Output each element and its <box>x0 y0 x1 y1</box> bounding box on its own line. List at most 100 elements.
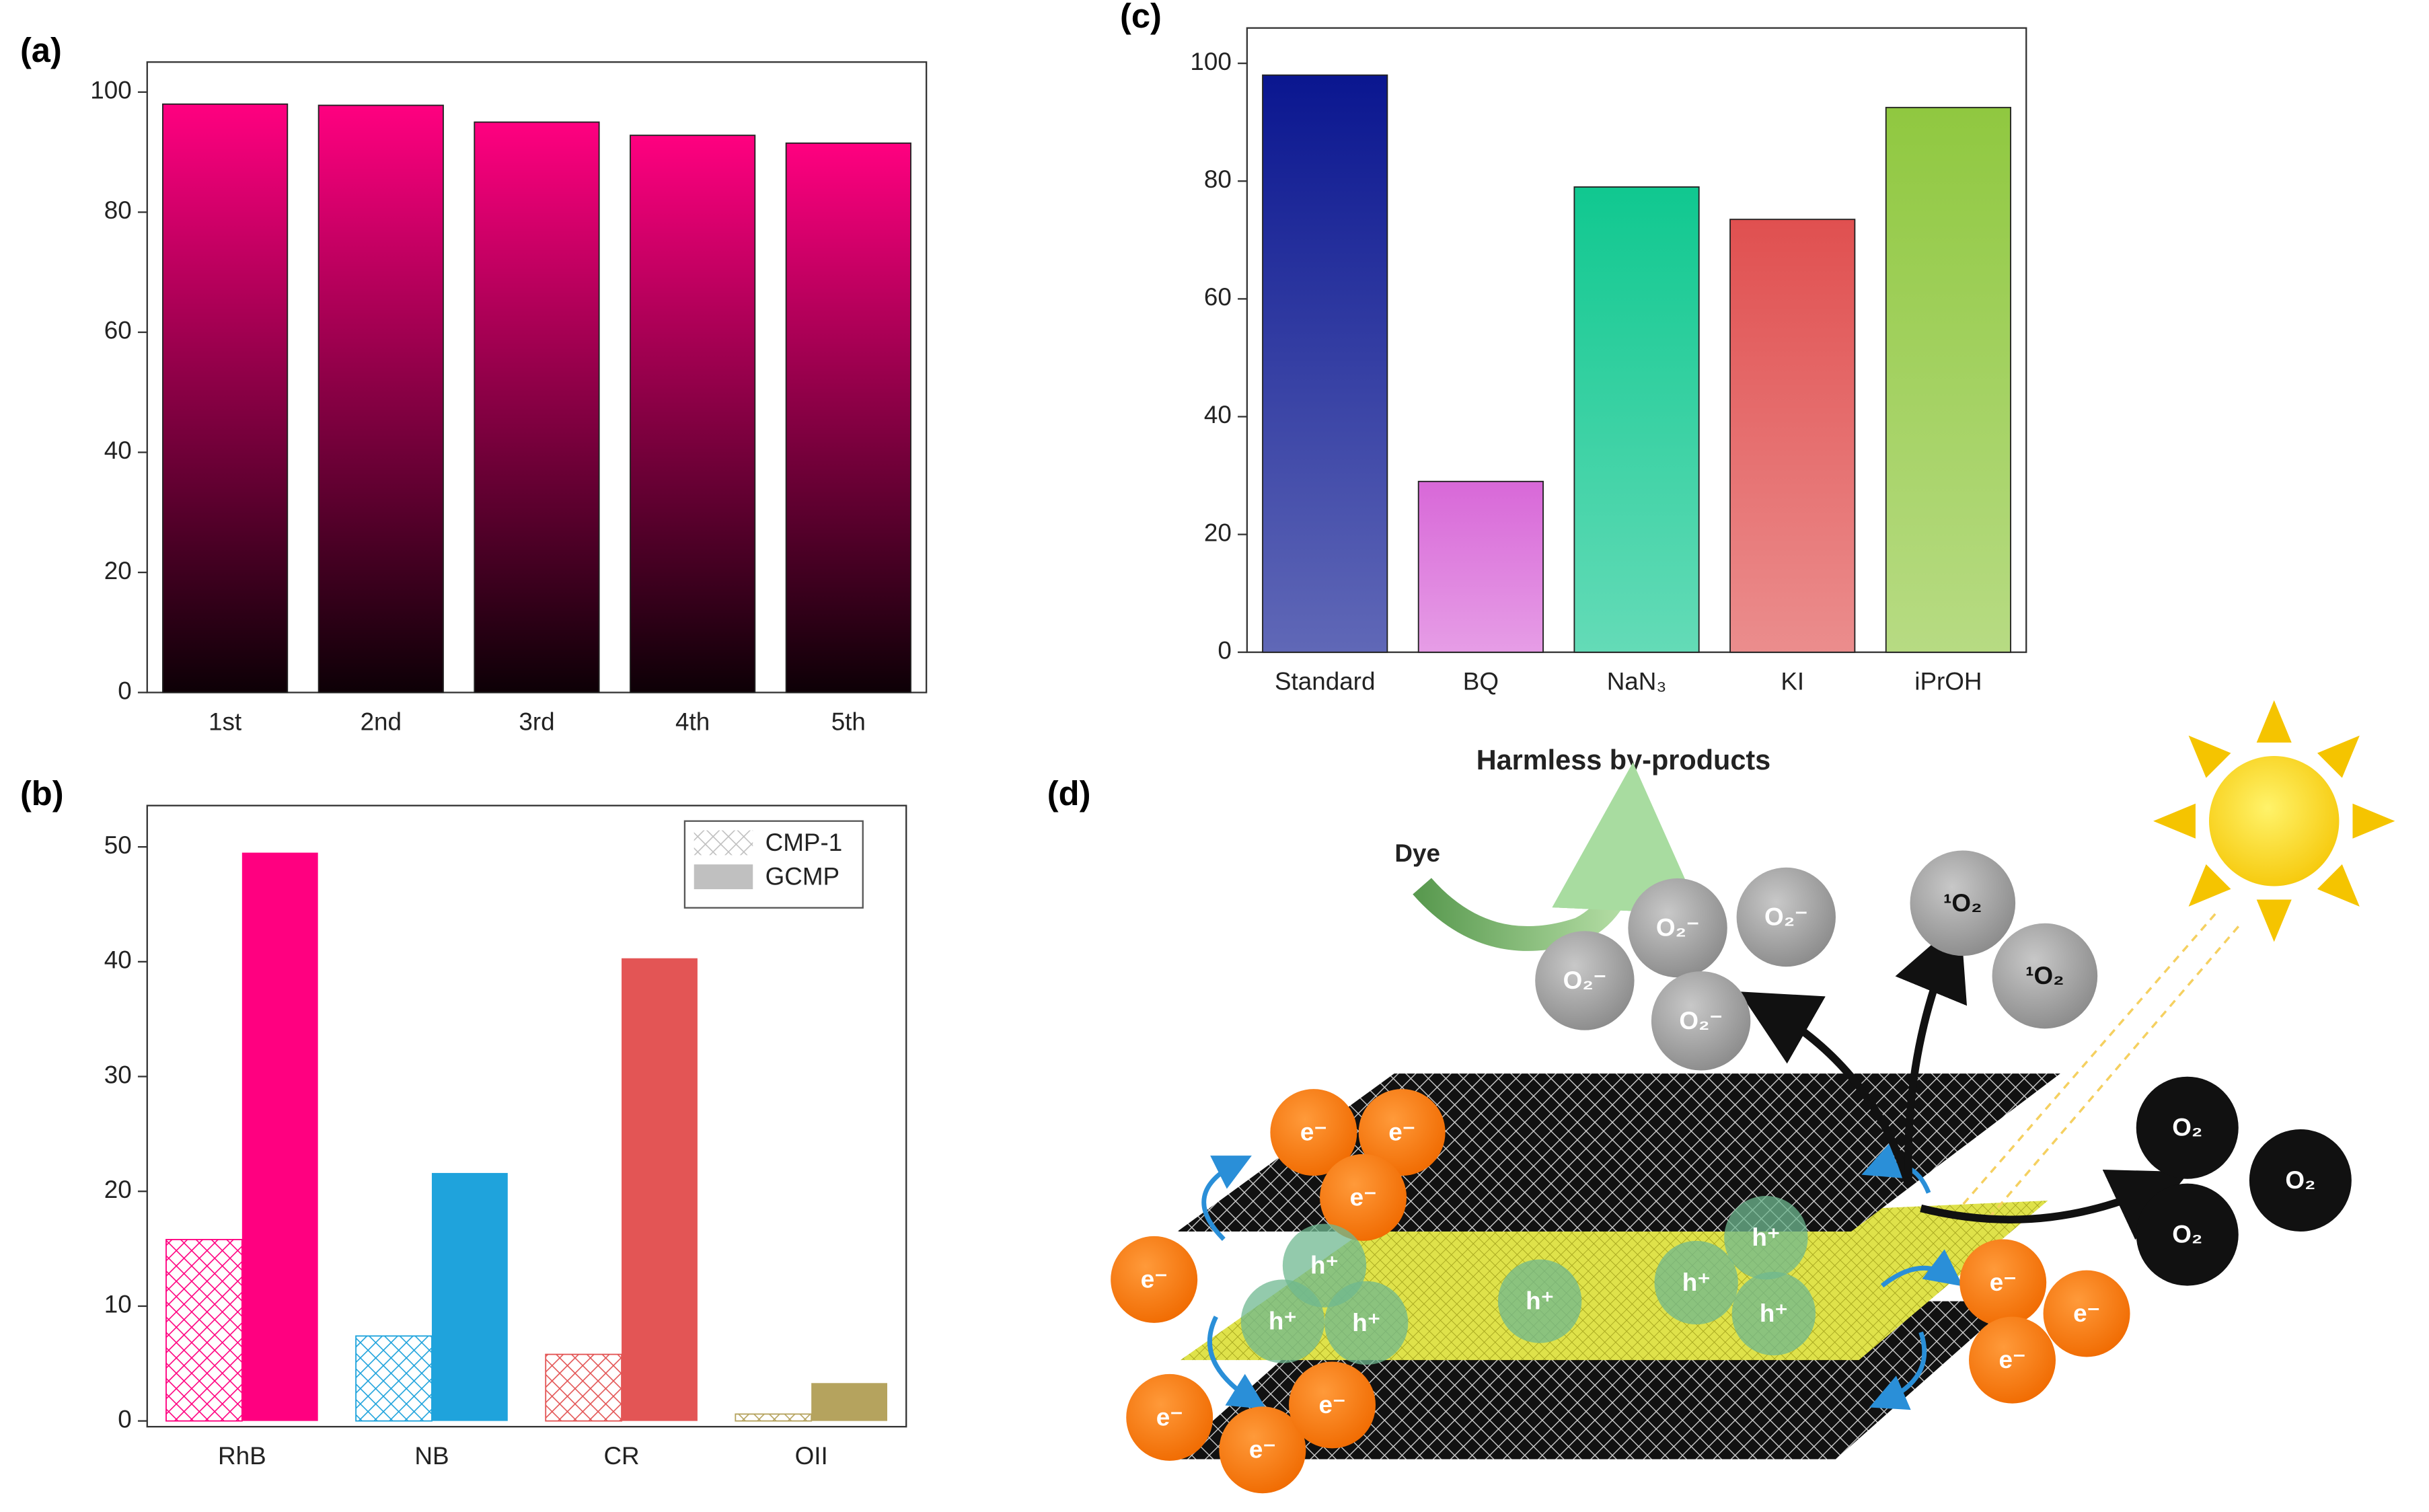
y-tick-label: 50 <box>104 831 132 859</box>
sun-ray <box>2256 700 2292 743</box>
x-tick-label: NaN₃ <box>1607 667 1667 695</box>
species-circle <box>2136 1076 2239 1179</box>
light-rays <box>1958 913 2240 1217</box>
species-label: ¹O₂ <box>2025 962 2064 989</box>
species: ¹O₂ <box>1910 850 2016 956</box>
species-circle <box>1969 1316 2056 1404</box>
species: e⁻ <box>1219 1406 1306 1494</box>
x-tick-label: 2nd <box>361 708 402 735</box>
bar <box>1262 74 1388 653</box>
species: h⁺ <box>1240 1279 1325 1363</box>
species-label: e⁻ <box>1388 1119 1415 1146</box>
transfer-arrows <box>1201 1143 1964 1410</box>
panel-label: (c) <box>1120 0 1162 35</box>
y-tick-label: 0 <box>118 1405 131 1433</box>
bar <box>785 142 911 693</box>
species-circle <box>1736 867 1836 967</box>
species-label: h⁺ <box>1752 1223 1780 1251</box>
x-tick-label: iPrOH <box>1914 667 1982 695</box>
species-circle <box>1992 923 2098 1029</box>
species-circle <box>2043 1270 2130 1357</box>
x-tick-label: RhB <box>218 1442 266 1470</box>
plot-frame <box>146 804 907 1428</box>
species-circle <box>1240 1279 1325 1363</box>
species-circle <box>1289 1361 1376 1449</box>
bar <box>735 1413 813 1422</box>
x-tick-label: NB <box>414 1442 449 1470</box>
species-circle <box>1497 1259 1582 1343</box>
species-circle <box>1320 1154 1407 1241</box>
y-tick-label: 20 <box>1204 519 1232 546</box>
species-label: O₂ <box>2172 1221 2202 1248</box>
x-tick-label: 5th <box>831 708 866 735</box>
species-label: e⁻ <box>1156 1403 1183 1431</box>
species: e⁻ <box>1358 1089 1446 1176</box>
species-circle <box>1651 971 1751 1071</box>
bar <box>1573 186 1700 653</box>
x-tick-label: OII <box>795 1442 828 1470</box>
bar <box>1885 106 2011 653</box>
y-tick-label: 100 <box>90 77 131 104</box>
y-tick-label: 20 <box>104 1176 132 1203</box>
bar <box>355 1335 433 1422</box>
species: e⁻ <box>2043 1270 2130 1357</box>
legend-label: GCMP <box>765 863 840 891</box>
species-label: e⁻ <box>1300 1119 1327 1146</box>
y-tick-label: 60 <box>1204 283 1232 311</box>
species-label: ¹O₂ <box>1943 889 1982 917</box>
x-tick-label: KI <box>1781 667 1804 695</box>
x-tick-label: 4th <box>675 708 710 735</box>
bar <box>811 1383 888 1421</box>
bar <box>1729 219 1856 653</box>
sun-ray <box>2188 735 2231 778</box>
y-tick-label: 60 <box>104 317 132 344</box>
species-circle <box>1358 1089 1446 1176</box>
species-circle <box>1126 1373 1213 1461</box>
y-tick-label: 40 <box>1204 401 1232 428</box>
dye-label: Dye <box>1394 839 1440 867</box>
species: e⁻ <box>1320 1154 1407 1241</box>
species-circle <box>1959 1239 2047 1326</box>
species-label: O₂⁻ <box>1679 1007 1722 1034</box>
species: O₂⁻ <box>1628 878 1727 978</box>
y-tick-label: 0 <box>118 677 131 704</box>
bar <box>162 103 289 693</box>
diagram-title: Harmless by-products <box>1477 744 1771 776</box>
species: O₂ <box>2136 1183 2239 1286</box>
bar <box>545 1353 622 1422</box>
panel-label: (d) <box>1047 774 1091 812</box>
sun-ray <box>2256 899 2292 942</box>
y-tick-label: 30 <box>104 1061 132 1088</box>
bar <box>165 1239 243 1422</box>
species: e⁻ <box>1289 1361 1376 1449</box>
species-circle <box>1628 878 1727 978</box>
species: h⁺ <box>1654 1240 1738 1325</box>
bar <box>1417 480 1544 653</box>
mechanism-diagram: (d) Harmless by-products Dye e⁻ e⁻ e⁻ e⁻ e⁻ e… <box>1047 700 2395 1494</box>
species-label: h⁺ <box>1682 1269 1711 1296</box>
species-label: e⁻ <box>2073 1299 2100 1327</box>
species-circle <box>1219 1406 1306 1494</box>
species-label: O₂⁻ <box>1656 914 1699 942</box>
sun-ray <box>2317 864 2360 907</box>
bar <box>474 121 600 693</box>
species: e⁻ <box>1270 1089 1357 1176</box>
y-tick-label: 100 <box>1190 48 1231 75</box>
species-circle <box>1910 850 2016 956</box>
bar <box>241 852 318 1421</box>
species: O₂ <box>2249 1129 2352 1232</box>
legend-swatch <box>694 864 753 890</box>
species-label: O₂⁻ <box>1563 967 1606 994</box>
species-label: e⁻ <box>1249 1436 1276 1464</box>
species: h⁺ <box>1731 1271 1816 1356</box>
x-tick-label: BQ <box>1463 667 1499 695</box>
species-circle <box>1731 1271 1816 1356</box>
species: e⁻ <box>1959 1239 2047 1326</box>
sun-ray <box>2352 803 2395 839</box>
species-label: O₂ <box>2172 1114 2202 1141</box>
species: e⁻ <box>1969 1316 2056 1404</box>
y-tick-label: 0 <box>1218 636 1231 664</box>
species: O₂⁻ <box>1736 867 1836 967</box>
species-label: O₂ <box>2285 1166 2315 1194</box>
